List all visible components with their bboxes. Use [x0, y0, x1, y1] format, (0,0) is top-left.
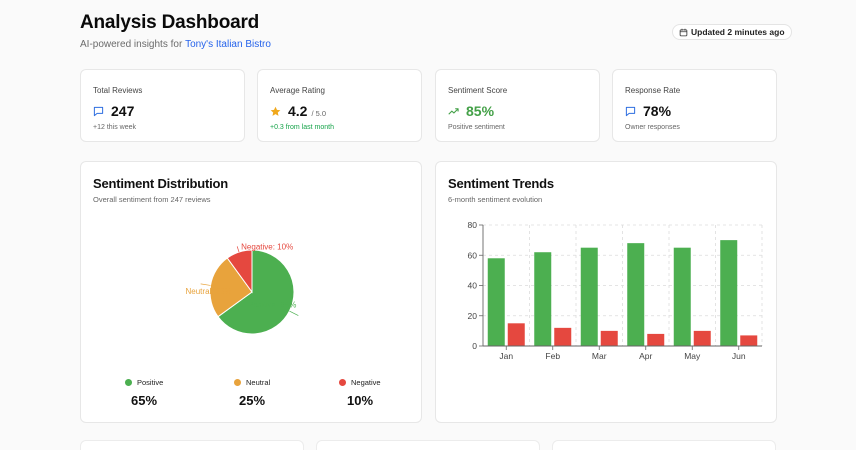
legend-dot: [125, 379, 132, 386]
bar-feb-negative[interactable]: [554, 327, 572, 346]
y-tick-label: 80: [468, 220, 478, 230]
pie-leader-line: [236, 246, 240, 253]
subtitle-prefix: AI-powered insights for: [80, 39, 186, 50]
sentiment-trends-bar-chart: 0 20 40 60 80 Jan Feb Mar Apr May Jun: [468, 220, 763, 361]
legend-dot: [339, 379, 346, 386]
bar-jan-positive[interactable]: [487, 258, 505, 346]
bottom-card: [80, 440, 304, 450]
pie-leader-line: [200, 283, 211, 286]
x-tick-label: Apr: [639, 351, 652, 361]
stat-value: 85%: [466, 103, 495, 119]
y-tick-label: 40: [468, 281, 478, 291]
sentiment-distribution-panel: Sentiment Distribution Overall sentiment…: [80, 161, 422, 423]
x-tick-label: Jun: [732, 351, 746, 361]
bottom-card: [316, 440, 540, 450]
bar-mar-positive[interactable]: [580, 247, 598, 346]
page-subtitle: AI-powered insights for Tony's Italian B…: [80, 39, 271, 50]
updated-text: Updated 2 minutes ago: [691, 27, 785, 37]
bar-apr-negative[interactable]: [647, 333, 665, 346]
legend-label: Positive: [137, 378, 164, 387]
stat-value: 4.2: [288, 103, 308, 119]
bar-jan-negative[interactable]: [507, 323, 525, 346]
sentiment-pie-chart: Positive: 65% Neutral: 25% Negative: 10%: [186, 242, 299, 335]
message-square-icon: [93, 106, 104, 116]
pie-slice-label: Positive: 65%: [248, 301, 296, 310]
x-tick-label: May: [684, 351, 701, 361]
message-square-icon: [625, 106, 636, 116]
stat-sub: Positive sentiment: [448, 124, 505, 131]
stat-card-average-rating: Average Rating 4.2 / 5.0 +0.3 from last …: [257, 69, 422, 142]
bar-mar-negative[interactable]: [600, 330, 618, 346]
legend-dot: [234, 379, 241, 386]
bar-may-positive[interactable]: [673, 247, 691, 346]
stat-card-sentiment-score: Sentiment Score 85% Positive sentiment: [435, 69, 600, 142]
legend-item-neutral: Neutral: [234, 378, 270, 387]
legend-label: Negative: [351, 378, 381, 387]
bar-may-negative[interactable]: [693, 330, 711, 346]
bar-feb-positive[interactable]: [534, 252, 552, 346]
panel-subtitle: Overall sentiment from 247 reviews: [93, 195, 211, 204]
calendar-icon: [679, 28, 688, 36]
page-title: Analysis Dashboard: [80, 12, 260, 33]
panel-title: Sentiment Distribution: [93, 176, 228, 191]
legend-percentage: 65%: [130, 393, 158, 408]
stat-card-response-rate: Response Rate 78% Owner responses: [612, 69, 777, 142]
pie-leader-line: [289, 310, 299, 316]
y-tick-label: 60: [468, 250, 478, 260]
stat-sub: Owner responses: [625, 124, 680, 131]
bottom-card: [552, 440, 776, 450]
legend-item-positive: Positive: [125, 378, 163, 387]
trending-up-icon: [448, 107, 459, 115]
star-icon: [270, 106, 281, 116]
legend-label: Neutral: [246, 378, 271, 387]
stat-label: Sentiment Score: [448, 86, 508, 95]
stat-suffix: / 5.0: [311, 109, 327, 118]
x-tick-label: Jan: [499, 351, 513, 361]
panel-title: Sentiment Trends: [448, 176, 554, 191]
business-name-link[interactable]: Tony's Italian Bistro: [185, 39, 271, 50]
panel-subtitle: 6-month sentiment evolution: [448, 195, 543, 204]
pie-slice-label: Negative: 10%: [241, 242, 293, 251]
bar-jun-negative[interactable]: [740, 335, 758, 346]
pie-slice-neutral[interactable]: [209, 257, 253, 318]
legend-percentage: 10%: [346, 393, 374, 408]
stat-sub: +12 this week: [93, 124, 136, 131]
pie-slice-positive[interactable]: [217, 249, 295, 335]
bar-apr-positive[interactable]: [627, 243, 645, 346]
pie-slice-negative[interactable]: [226, 249, 253, 294]
legend-percentage: 25%: [238, 393, 266, 408]
stat-label: Response Rate: [625, 86, 681, 95]
x-tick-label: Mar: [592, 351, 607, 361]
stat-label: Average Rating: [270, 86, 325, 95]
stat-value: 247: [111, 103, 135, 119]
stat-card-total-reviews: Total Reviews 247 +12 this week: [80, 69, 245, 142]
y-tick-label: 0: [472, 341, 477, 351]
stat-label: Total Reviews: [93, 86, 143, 95]
stat-value: 78%: [643, 103, 672, 119]
y-tick-label: 20: [468, 311, 478, 321]
pie-slice-label: Neutral: 25%: [186, 287, 232, 296]
legend-item-negative: Negative: [339, 378, 381, 387]
updated-badge: Updated 2 minutes ago: [672, 24, 792, 40]
bar-jun-positive[interactable]: [720, 240, 738, 346]
stat-sub: +0.3 from last month: [270, 124, 335, 131]
sentiment-trends-panel: Sentiment Trends 6-month sentiment evolu…: [435, 161, 777, 423]
x-tick-label: Feb: [545, 351, 560, 361]
